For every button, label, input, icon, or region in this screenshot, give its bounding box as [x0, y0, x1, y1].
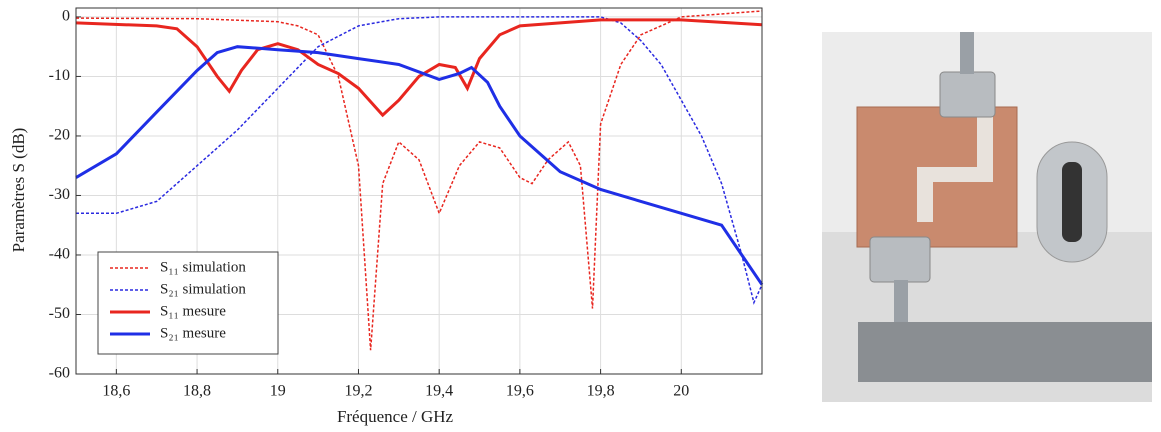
y-tick-label: -30: [49, 186, 70, 203]
x-tick-label: 19: [270, 383, 286, 400]
series-line: [75, 45, 764, 286]
legend-label: S₁₁ mesure: [160, 303, 226, 319]
series-line: [76, 16, 763, 305]
x-tick-label: 19,6: [506, 383, 534, 400]
y-tick-label: 0: [62, 8, 70, 25]
legend-label: S₂₁ simulation: [160, 281, 246, 297]
plot-frame: [75, 7, 763, 375]
photo: [822, 32, 1152, 402]
y-tick-label: -20: [49, 127, 70, 144]
connector-top-pin: [960, 32, 974, 74]
x-tick-label: 19,2: [344, 383, 372, 400]
series-line: [75, 18, 763, 118]
x-tick-label: 19,4: [425, 383, 453, 400]
connector-top: [939, 71, 996, 118]
legend-label: S₂₁ mesure: [160, 325, 226, 341]
y-tick-label: -50: [49, 305, 70, 322]
x-tick-label: 18,6: [102, 383, 130, 400]
filter-trace: [917, 112, 993, 222]
x-tick-label: 18,8: [183, 383, 211, 400]
legend-box: [97, 251, 279, 355]
chart: Fréquence / GHz Paramètres S (dB) 0 -10 -2…: [9, 7, 764, 426]
series-line: [75, 10, 763, 351]
y-tick-label: -60: [49, 365, 70, 382]
y-axis-label: Paramètres S (dB): [9, 128, 28, 253]
y-tick-label: -40: [49, 246, 70, 263]
connector-bottom-pin: [894, 280, 908, 325]
x-axis-label: Fréquence / GHz: [337, 407, 454, 426]
ruler: [858, 322, 1152, 382]
connector-bottom: [869, 236, 931, 283]
x-tick-label: 20: [673, 383, 689, 400]
x-tick-label: 19,8: [587, 383, 615, 400]
cover-screws: [1062, 162, 1082, 242]
legend-label: S₁₁ simulation: [160, 259, 246, 275]
y-tick-label: -10: [49, 67, 70, 84]
